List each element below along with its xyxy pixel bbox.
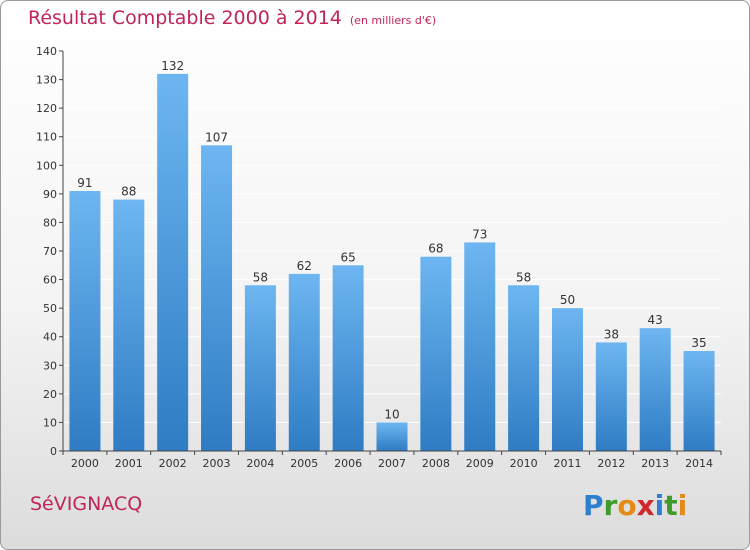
x-tick-label: 2011 xyxy=(553,457,581,470)
y-tick-label: 50 xyxy=(43,302,57,315)
y-tick-label: 80 xyxy=(43,216,57,229)
x-tick-label: 2002 xyxy=(159,457,187,470)
bar xyxy=(332,265,364,451)
chart-title: Résultat Comptable 2000 à 2014 (en millie… xyxy=(28,7,436,29)
logo-letter: o xyxy=(617,489,637,522)
bar xyxy=(595,342,627,451)
x-tick-label: 2003 xyxy=(203,457,231,470)
x-tick-label: 2010 xyxy=(510,457,538,470)
y-tick-label: 70 xyxy=(43,245,57,258)
x-tick-label: 2006 xyxy=(334,457,362,470)
x-tick-label: 2004 xyxy=(246,457,274,470)
bar xyxy=(113,199,145,451)
x-tick-label: 2009 xyxy=(466,457,494,470)
commune-name: SéVIGNACQ xyxy=(30,493,143,515)
proxiti-logo[interactable]: Proxiti xyxy=(583,489,687,522)
bar xyxy=(157,73,189,451)
x-tick-label: 2012 xyxy=(597,457,625,470)
y-tick-label: 40 xyxy=(43,331,57,344)
bar xyxy=(69,191,101,451)
bar xyxy=(464,242,496,451)
chart-title-text: Résultat Comptable 2000 à 2014 xyxy=(28,7,342,29)
x-tick-label: 2001 xyxy=(115,457,143,470)
y-tick-label: 10 xyxy=(43,416,57,429)
y-tick-label: 120 xyxy=(36,102,57,115)
bar xyxy=(376,422,408,451)
x-tick-label: 2000 xyxy=(71,457,99,470)
x-tick-label: 2008 xyxy=(422,457,450,470)
x-tick-label: 2005 xyxy=(290,457,318,470)
y-tick-label: 30 xyxy=(43,359,57,372)
bar xyxy=(420,256,452,451)
bar xyxy=(244,285,276,451)
data-label: 62 xyxy=(297,259,312,273)
bar xyxy=(508,285,540,451)
logo-letter: t xyxy=(664,489,678,522)
data-label: 50 xyxy=(560,293,575,307)
logo-letter: r xyxy=(603,489,618,522)
y-tick-label: 130 xyxy=(36,74,57,87)
y-tick-label: 60 xyxy=(43,274,57,287)
data-label: 88 xyxy=(121,185,136,199)
data-label: 91 xyxy=(77,176,92,190)
data-label: 132 xyxy=(161,59,184,73)
x-tick-label: 2007 xyxy=(378,457,406,470)
y-tick-label: 20 xyxy=(43,388,57,401)
data-label: 68 xyxy=(428,242,443,256)
labels: 91 88 132 107 58 62 65 10 68 73 58 50 38 43 35 xyxy=(77,59,706,422)
y-tick-label: 110 xyxy=(36,131,57,144)
bars xyxy=(69,73,715,452)
bar xyxy=(639,328,671,451)
data-label: 65 xyxy=(340,250,355,264)
data-label: 73 xyxy=(472,227,487,241)
data-label: 35 xyxy=(691,336,706,350)
x-tick-label: 2013 xyxy=(641,457,669,470)
data-label: 107 xyxy=(205,130,228,144)
data-label: 43 xyxy=(648,313,663,327)
data-label: 58 xyxy=(516,270,531,284)
data-label: 38 xyxy=(604,327,619,341)
logo-letter: P xyxy=(583,489,604,522)
bar xyxy=(288,273,320,451)
y-tick-label: 90 xyxy=(43,188,57,201)
y-tick-label: 100 xyxy=(36,159,57,172)
logo-letter: i xyxy=(654,489,665,522)
logo-letter: i xyxy=(677,489,688,522)
x-tick-label: 2014 xyxy=(685,457,713,470)
bar xyxy=(201,145,233,452)
data-label: 58 xyxy=(253,270,268,284)
y-tick-label: 0 xyxy=(50,445,57,458)
bar xyxy=(551,308,583,451)
y-tick-label: 140 xyxy=(36,45,57,58)
bar xyxy=(683,351,715,451)
logo-letter: x xyxy=(636,489,655,522)
data-label: 10 xyxy=(384,407,399,421)
chart-unit: (en milliers d'€) xyxy=(349,14,437,27)
axes: 0 10 20 30 40 50 60 70 80 90 100 110 120 130 140 2000 20… xyxy=(36,45,722,470)
